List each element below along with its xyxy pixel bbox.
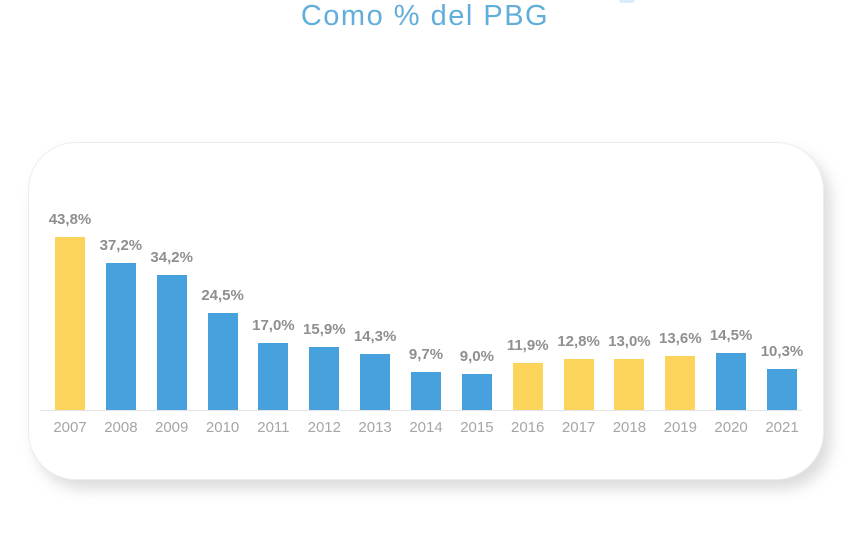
chart-card xyxy=(28,142,824,480)
decorative-shape-top xyxy=(619,0,635,3)
chart-title: Como % del PBG xyxy=(300,0,550,32)
